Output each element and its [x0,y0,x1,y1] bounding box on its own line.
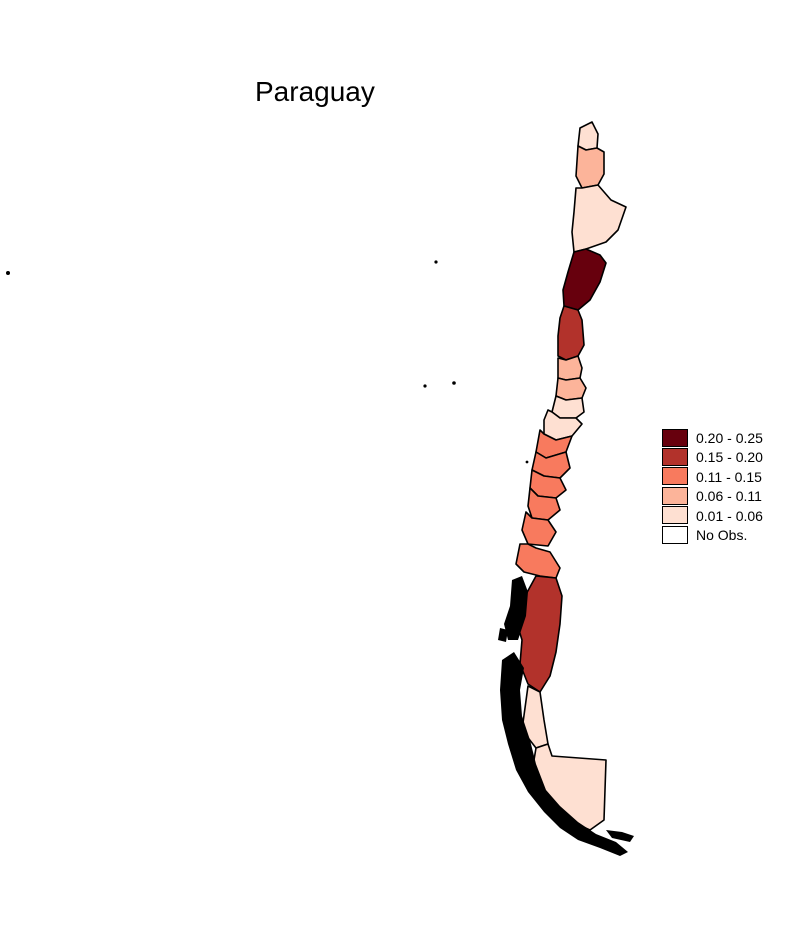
legend-item: No Obs. [662,525,763,546]
region-north-tip[interactable] [577,121,599,151]
map-title: Paraguay [255,76,375,107]
legend-swatch [662,506,688,525]
legend-item: 0.20 - 0.25 [662,428,763,448]
legend-item: 0.15 - 0.20 [662,447,763,468]
region-north-3[interactable] [571,184,627,253]
legend-label: 0.15 - 0.20 [696,449,763,466]
region-center-2[interactable] [555,377,587,401]
legend-swatch [662,486,688,505]
region-center-1[interactable] [557,355,583,381]
legend-swatch [662,467,688,486]
region-south-islands[interactable] [515,543,561,579]
legend-item: 0.06 - 0.11 [662,486,763,507]
legend-label: 0.01 - 0.06 [696,507,763,524]
region-center-4[interactable] [543,409,583,441]
region-north-5[interactable] [557,305,585,361]
offshore-islands [6,260,529,464]
legend-label: No Obs. [696,527,748,544]
archipelago-coastline [498,576,634,856]
legend-label: 0.11 - 0.15 [696,468,762,485]
region-north-4[interactable] [562,248,607,311]
legend-label: 0.20 - 0.25 [696,429,763,446]
map-legend: 0.20 - 0.25 0.15 - 0.20 0.11 - 0.15 0.06… [662,428,763,545]
legend-label: 0.06 - 0.11 [696,488,762,505]
legend-swatch [662,447,688,466]
legend-swatch [662,525,688,544]
legend-swatch [662,428,688,447]
region-south-1[interactable] [527,487,561,521]
region-south-2[interactable] [521,511,557,547]
legend-item: 0.01 - 0.06 [662,506,763,526]
legend-item: 0.11 - 0.15 [662,467,763,487]
region-north-2[interactable] [575,145,605,189]
